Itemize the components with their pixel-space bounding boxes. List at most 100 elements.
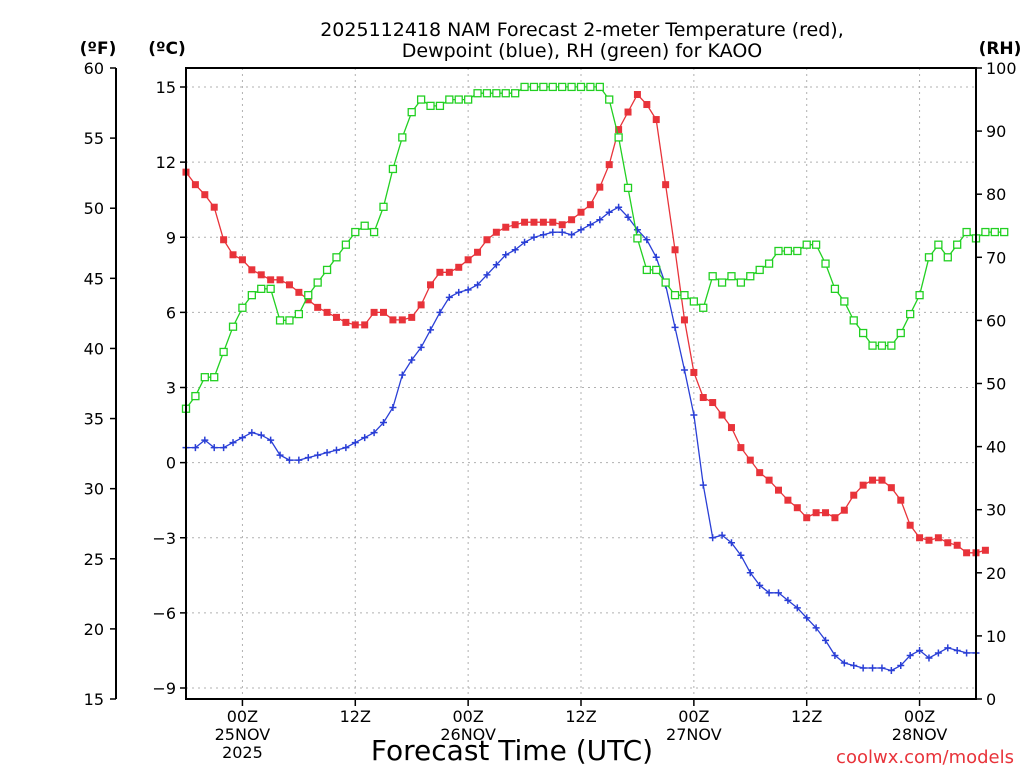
data-point xyxy=(717,278,727,287)
data-point xyxy=(549,218,557,226)
data-point xyxy=(1000,227,1009,237)
tick-label-f: 30 xyxy=(84,480,104,499)
data-point xyxy=(567,82,576,92)
data-point xyxy=(670,291,680,300)
data-point xyxy=(963,549,971,557)
data-point xyxy=(210,373,219,382)
tick-label-rh: 90 xyxy=(986,122,1006,141)
data-point xyxy=(586,221,594,229)
tick-label-rh: 40 xyxy=(986,438,1006,457)
grid xyxy=(186,68,976,699)
tick-label-rh: 20 xyxy=(986,564,1006,583)
data-point xyxy=(455,263,463,271)
tick-label-f: 55 xyxy=(84,129,104,148)
data-point xyxy=(191,444,199,452)
data-point xyxy=(257,284,266,294)
data-point xyxy=(314,451,322,459)
data-point xyxy=(229,251,237,259)
data-point xyxy=(332,446,340,454)
data-point xyxy=(304,296,312,304)
data-point xyxy=(520,82,529,92)
data-point xyxy=(916,646,924,654)
data-point xyxy=(981,227,990,237)
data-point xyxy=(529,82,539,92)
data-point xyxy=(671,246,679,254)
data-point xyxy=(210,203,218,211)
tick-label-f: 50 xyxy=(84,199,104,218)
data-point xyxy=(924,253,934,262)
data-point xyxy=(943,253,952,262)
data-point xyxy=(294,309,304,319)
tick-label-f: 35 xyxy=(84,410,104,429)
data-point xyxy=(812,509,820,517)
data-point xyxy=(210,444,218,452)
data-point xyxy=(784,496,792,504)
data-point xyxy=(831,651,839,659)
data-point xyxy=(463,95,473,104)
data-point xyxy=(699,394,707,402)
series-dewpoint xyxy=(182,203,980,674)
data-point xyxy=(709,399,717,407)
tick-label-rh: 80 xyxy=(986,185,1006,204)
data-point xyxy=(680,291,689,300)
data-point xyxy=(482,89,492,98)
data-point xyxy=(623,183,633,193)
data-point xyxy=(690,368,698,376)
data-point xyxy=(539,231,547,239)
data-point xyxy=(746,272,755,281)
data-point xyxy=(775,589,782,597)
tick-label-c: −3 xyxy=(152,529,176,548)
data-point xyxy=(643,101,651,109)
data-point xyxy=(314,303,322,311)
data-point xyxy=(228,322,238,331)
data-point xyxy=(511,246,519,254)
tick-label-c: 12 xyxy=(156,153,176,172)
data-point xyxy=(652,116,660,124)
data-point xyxy=(915,291,924,300)
data-point xyxy=(775,486,782,494)
data-point xyxy=(398,133,407,142)
data-point xyxy=(953,541,961,549)
data-point xyxy=(878,664,886,672)
data-point xyxy=(521,238,529,246)
data-point xyxy=(501,89,510,98)
data-point xyxy=(275,316,285,325)
data-point xyxy=(229,439,237,447)
data-point xyxy=(699,303,708,312)
data-point xyxy=(633,226,641,234)
data-point xyxy=(492,89,501,98)
tick-label-f: 45 xyxy=(84,269,104,288)
data-point xyxy=(332,313,340,321)
data-point xyxy=(708,272,717,281)
data-point xyxy=(380,419,387,427)
data-point xyxy=(568,231,576,239)
data-point xyxy=(906,309,915,319)
data-point xyxy=(266,284,275,294)
data-point xyxy=(558,228,566,236)
data-point xyxy=(803,614,811,622)
data-point xyxy=(238,303,247,312)
data-point xyxy=(219,347,228,357)
data-point xyxy=(906,651,914,659)
data-point xyxy=(727,539,735,547)
data-point xyxy=(361,434,369,442)
data-point xyxy=(727,272,736,281)
series-line xyxy=(185,86,1005,410)
data-point xyxy=(379,202,388,211)
data-point xyxy=(295,456,303,464)
data-point xyxy=(746,569,754,577)
data-point xyxy=(323,308,331,316)
tick-label-c: −9 xyxy=(152,679,176,698)
data-point xyxy=(435,101,445,111)
tick-label-x: 12Z xyxy=(791,707,822,726)
data-point xyxy=(191,391,200,401)
left-c-axis-label: (ºC) xyxy=(148,39,186,59)
tick-label-x: 00Z xyxy=(904,707,935,726)
data-point xyxy=(822,636,830,644)
data-point xyxy=(549,228,557,236)
data-point xyxy=(351,227,360,237)
data-point xyxy=(464,286,472,294)
data-point xyxy=(511,89,520,98)
data-point xyxy=(276,451,284,459)
data-point xyxy=(869,476,877,484)
